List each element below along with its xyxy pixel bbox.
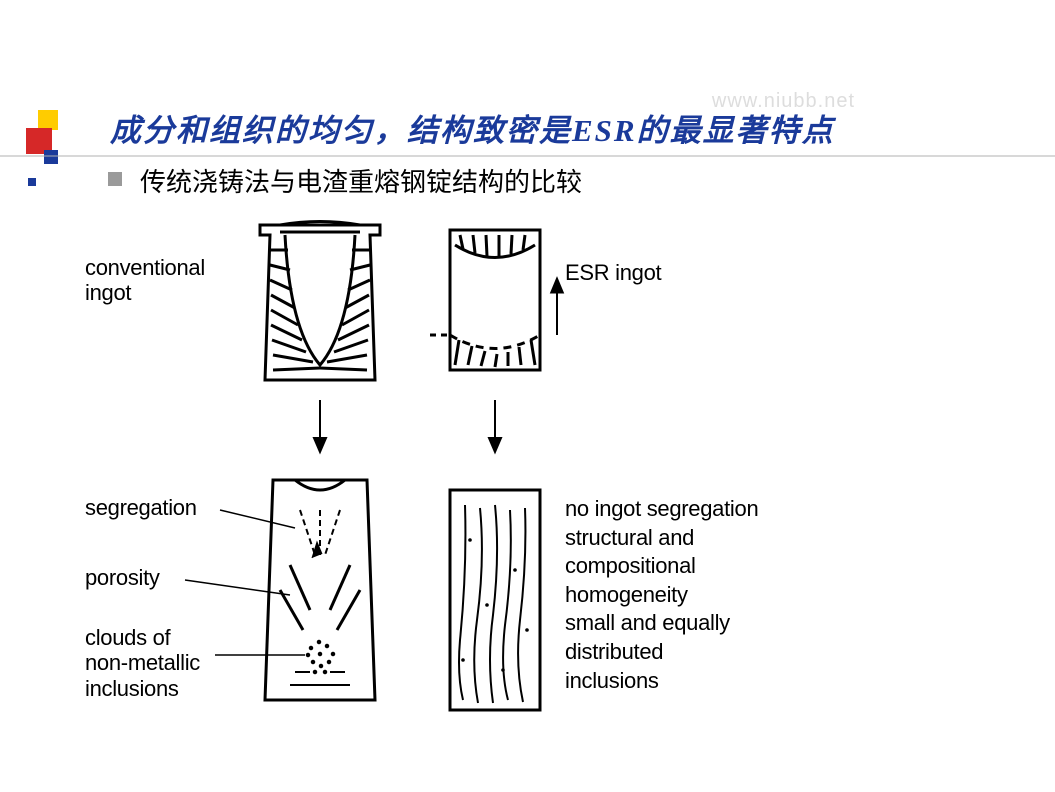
ingot-comparison-diagram: conventional ingot segregation porosity …	[95, 210, 895, 770]
arrows-down	[314, 400, 501, 452]
diagram-svg	[95, 210, 895, 770]
page-subtitle: 传统浇铸法与电渣重熔钢锭结构的比较	[140, 162, 582, 199]
conventional-ingot-top	[260, 222, 380, 381]
page-title: 成分和组织的均匀，结构致密是ESR的最显著特点	[110, 105, 835, 150]
esr-ingot-top	[430, 230, 562, 370]
subtitle-bullet	[108, 172, 122, 186]
esr-ingot-bottom	[450, 490, 540, 710]
decoration-line	[0, 155, 1055, 157]
conventional-ingot-bottom	[185, 480, 375, 700]
